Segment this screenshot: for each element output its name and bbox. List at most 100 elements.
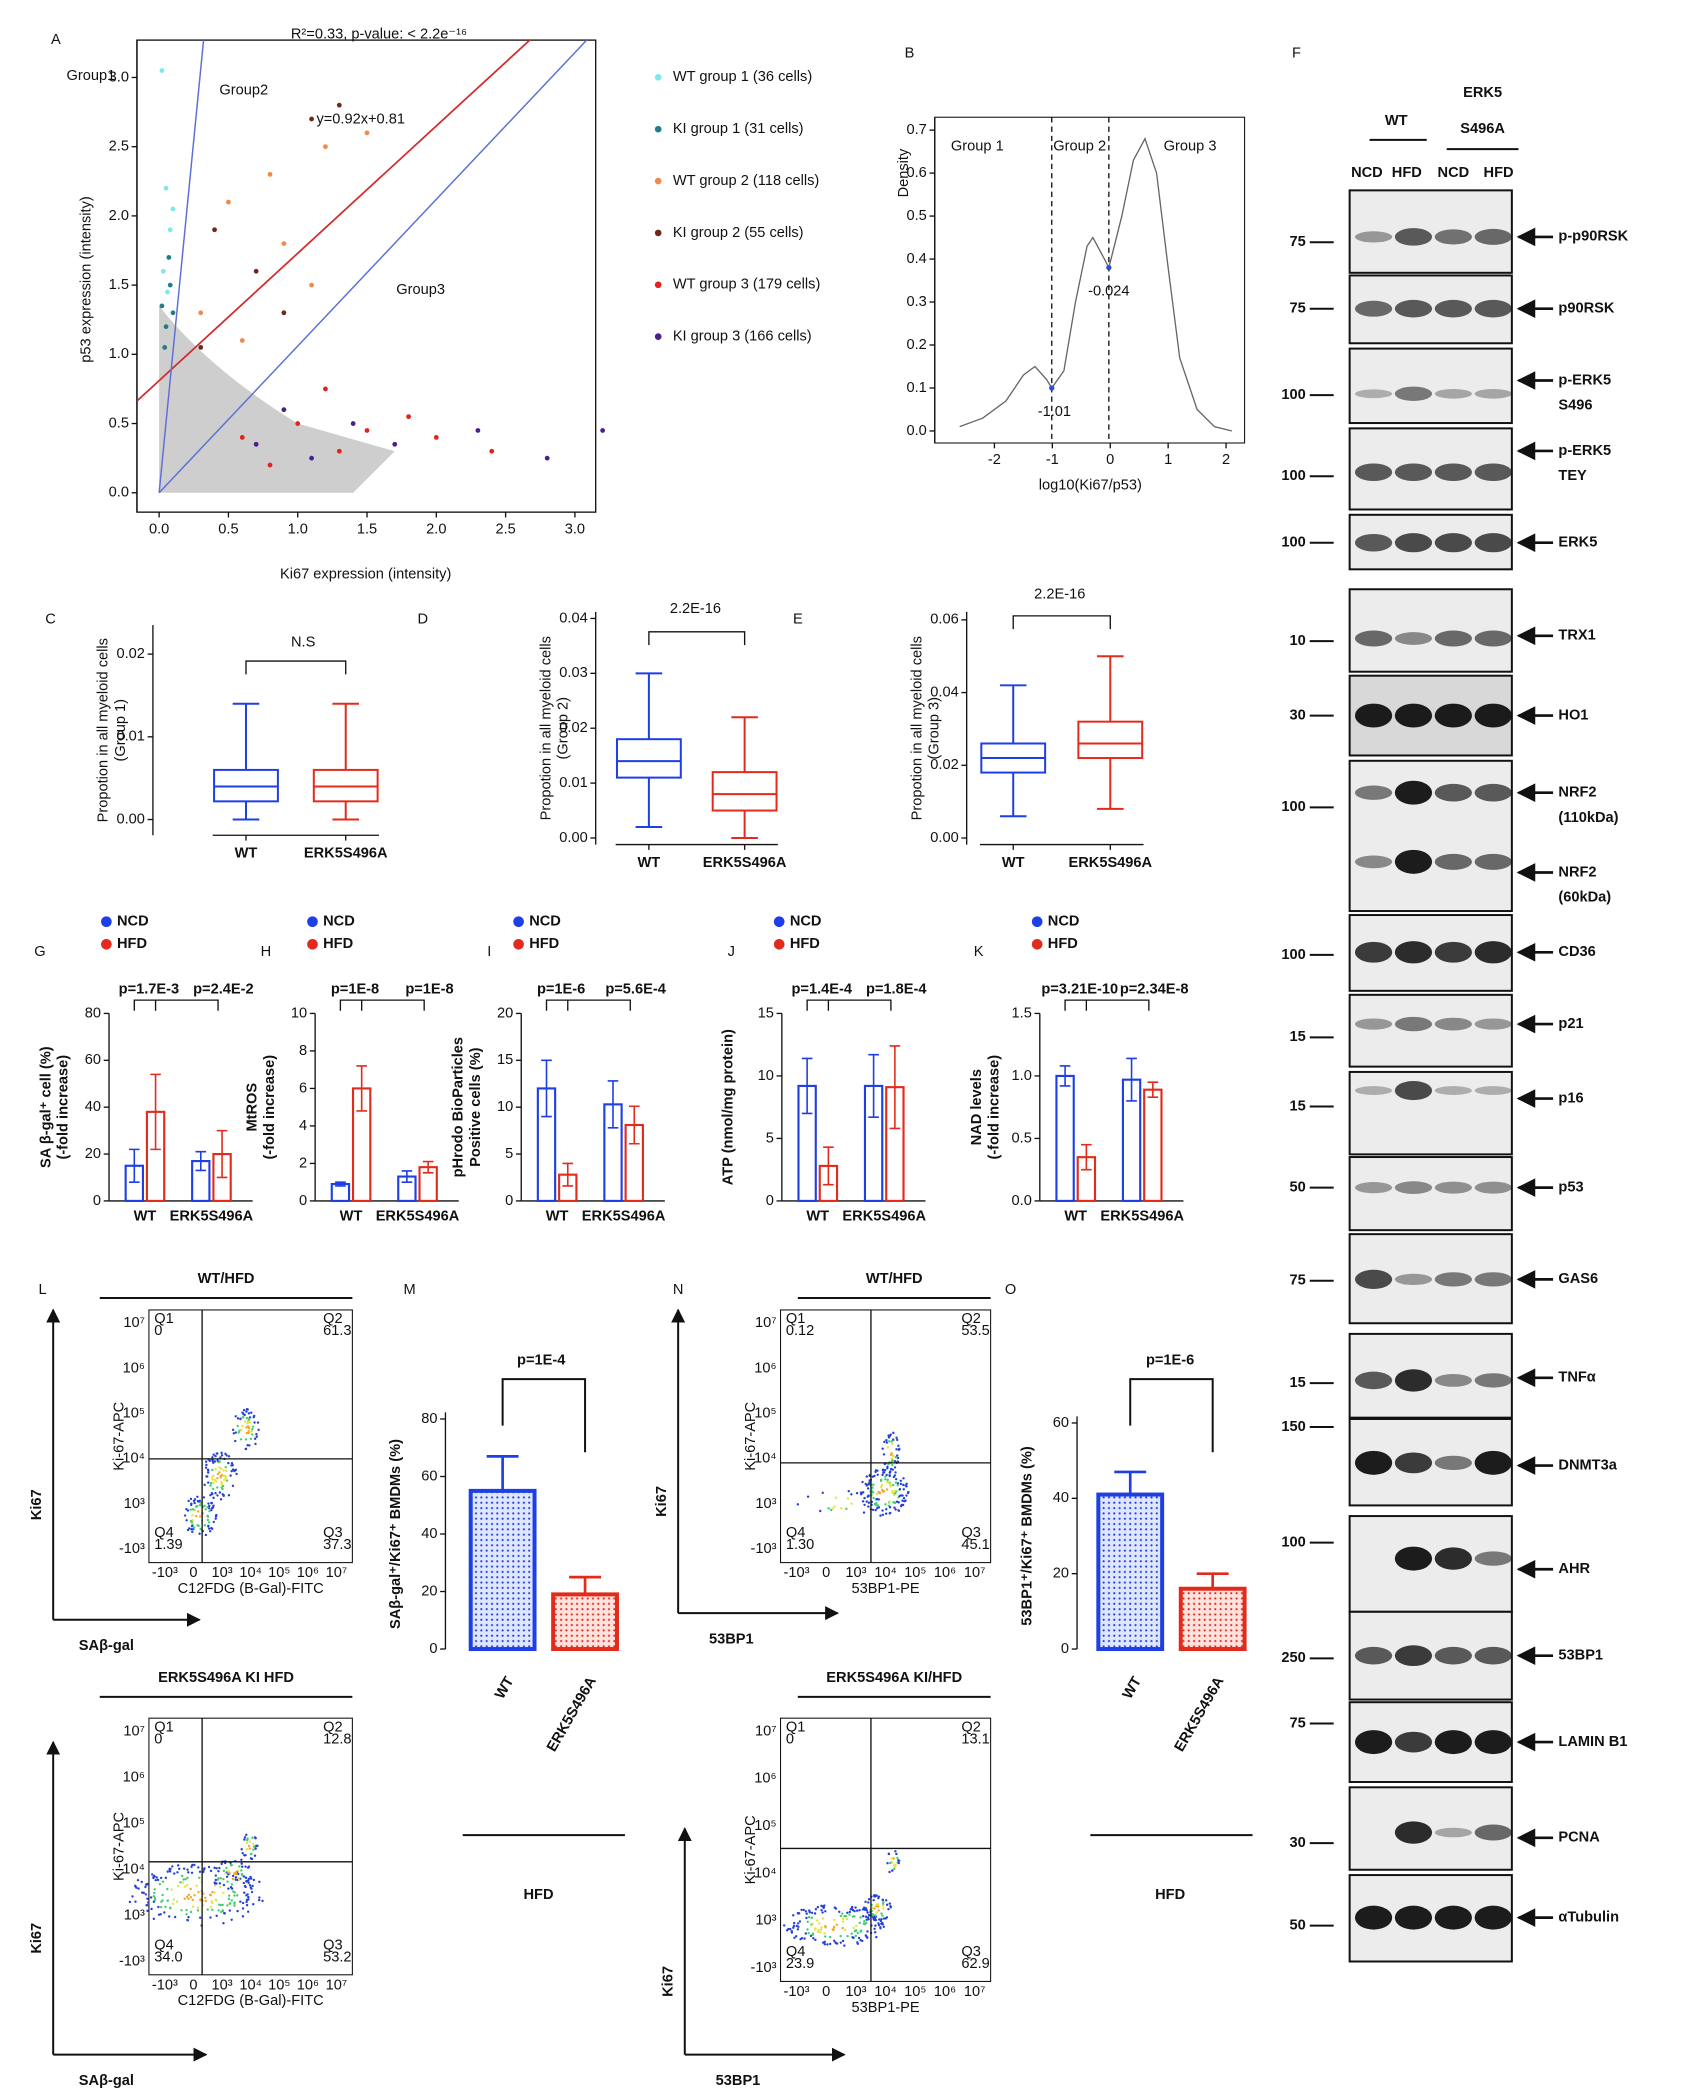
- flow-event: [782, 1924, 786, 1927]
- flow-event: [243, 1838, 246, 1841]
- flow-event: [890, 1857, 893, 1860]
- flow-event: [245, 1903, 249, 1907]
- flow-event: [247, 1431, 250, 1435]
- y-axis-label: ATP (nmol/mg protein): [721, 1029, 737, 1185]
- blot-band: [1474, 299, 1512, 318]
- flow-event: [866, 1487, 870, 1490]
- panel-letter: C: [45, 612, 56, 628]
- flow-event: [245, 1848, 249, 1851]
- legend-label: NCD: [790, 914, 822, 930]
- error-bar: [486, 1455, 519, 1491]
- error-bar: [569, 1575, 602, 1595]
- legend-swatch: [1031, 938, 1043, 950]
- annotation: Group 3: [1164, 138, 1217, 154]
- flow-event: [240, 1869, 243, 1872]
- flow-event: [146, 1897, 149, 1900]
- blot-band: [1354, 1086, 1393, 1095]
- flow-event: [846, 1497, 850, 1500]
- flow-event: [244, 1438, 248, 1441]
- y-tick-label: 80: [85, 1005, 101, 1021]
- flow-event: [876, 1504, 879, 1507]
- flow-event: [819, 1931, 822, 1934]
- x-tick-label: WT: [546, 1209, 569, 1225]
- flow-event: [834, 1496, 838, 1499]
- bracket: [545, 999, 631, 1011]
- flow-event: [247, 1865, 251, 1868]
- flow-event: [244, 1853, 247, 1857]
- flow-event: [876, 1903, 880, 1906]
- flow-event: [241, 1874, 244, 1877]
- flow-event: [251, 1433, 254, 1436]
- y-tick-label: 60: [85, 1052, 101, 1068]
- x-tick-label: ERK5S496A: [304, 846, 388, 862]
- flow-event: [152, 1917, 156, 1921]
- flow-event: [230, 1899, 233, 1902]
- y-tick-label: 6: [299, 1080, 307, 1096]
- flow-event: [888, 1473, 891, 1477]
- flow-event: [854, 1929, 858, 1932]
- flow-event: [197, 1524, 200, 1527]
- flow-event: [222, 1921, 225, 1925]
- bar: [468, 1488, 537, 1652]
- quadrant-name: Q1: [154, 1311, 174, 1327]
- flow-event: [888, 1861, 892, 1865]
- y-axis-label: p53 expression (intensity): [78, 196, 94, 362]
- flow-event: [835, 1923, 839, 1926]
- flow-event: [877, 1491, 880, 1494]
- flow-event: [185, 1883, 189, 1887]
- flow-event: [792, 1914, 795, 1917]
- flow-event: [880, 1483, 884, 1487]
- panel-letter: O: [1005, 1282, 1016, 1298]
- flow-event: [158, 1882, 162, 1886]
- p-value: p=3.21E-10: [1041, 981, 1118, 997]
- fit-line: [136, 40, 531, 402]
- flow-event: [805, 1912, 808, 1915]
- blot-band: [1434, 1455, 1472, 1471]
- flow-event: [864, 1907, 868, 1910]
- flow-event: [220, 1482, 224, 1485]
- blot-band: [1394, 1273, 1433, 1285]
- flow-event: [885, 1508, 888, 1511]
- flow-event: [800, 1908, 803, 1912]
- flow-event: [861, 1939, 864, 1943]
- flow-event: [195, 1514, 198, 1518]
- flow-event: [241, 1907, 245, 1910]
- flow-event: [230, 1863, 233, 1867]
- legend-label: WT group 1 (36 cells): [673, 69, 812, 85]
- legend-swatch: [654, 125, 662, 133]
- flow-x-tick-label: 10⁶: [934, 1565, 956, 1581]
- y-tick-label: 15: [758, 1005, 774, 1021]
- flow-event: [859, 1916, 862, 1919]
- protein-label: ERK5: [1558, 535, 1597, 551]
- flow-event: [231, 1468, 235, 1471]
- cell-point: [267, 171, 273, 177]
- flow-event: [247, 1417, 251, 1421]
- blot-frame: [1348, 1070, 1513, 1156]
- flow-y-axis-label: Ki-67-APC: [743, 1402, 759, 1471]
- plot-frame: [934, 116, 1246, 444]
- flow-event: [193, 1498, 197, 1501]
- y-tick-label: 10: [758, 1068, 774, 1084]
- quadrant-value: 0: [154, 1731, 162, 1747]
- flow-event: [177, 1884, 180, 1888]
- y-axis-label: (-fold increase): [56, 1055, 72, 1160]
- cell-point: [170, 310, 176, 316]
- flow-event: [217, 1870, 220, 1873]
- flow-event: [212, 1474, 215, 1477]
- flow-event: [894, 1492, 897, 1495]
- flow-event: [204, 1460, 208, 1463]
- flow-event: [881, 1513, 885, 1517]
- flow-x-tick-label: 10³: [845, 1984, 866, 2000]
- cell-point: [281, 310, 287, 316]
- flow-event: [192, 1527, 195, 1531]
- blot-band: [1434, 1827, 1472, 1838]
- flow-event: [173, 1915, 177, 1919]
- flow-event: [191, 1905, 195, 1908]
- flow-event: [891, 1442, 894, 1446]
- flow-event: [841, 1920, 845, 1923]
- flow-event: [866, 1911, 869, 1914]
- flow-event: [181, 1881, 185, 1884]
- flow-event: [161, 1899, 164, 1902]
- flow-x-tick-label: 10⁶: [297, 1565, 319, 1581]
- flow-event: [859, 1929, 863, 1932]
